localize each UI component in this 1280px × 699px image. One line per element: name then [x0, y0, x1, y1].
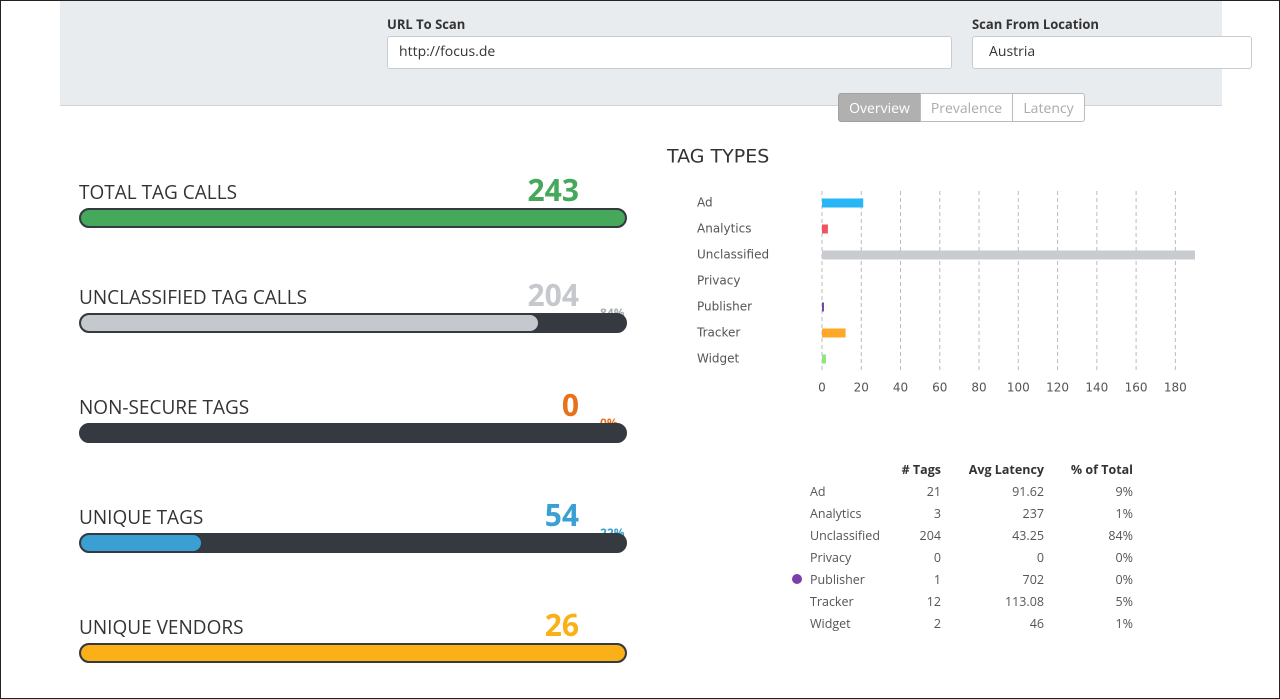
bar: [822, 328, 846, 338]
table-header: Avg Latency: [968, 461, 1044, 478]
stat-label: TOTAL TAG CALLS: [79, 179, 238, 205]
table-cell: 3: [933, 505, 941, 522]
x-tick-label: 100: [1007, 381, 1030, 395]
x-tick-label: 20: [854, 381, 869, 395]
table-cell: 702: [1022, 571, 1044, 588]
table-cell: 1%: [1115, 505, 1133, 522]
y-tick-label: Privacy: [697, 274, 740, 288]
x-tick-label: 140: [1085, 381, 1108, 395]
tab[interactable]: Overview: [838, 93, 921, 122]
location-select[interactable]: Austria: [972, 36, 1252, 69]
chart-title: TAG TYPES: [666, 146, 769, 168]
stat-label: UNCLASSIFIED TAG CALLS: [79, 284, 308, 310]
url-label: URL To Scan: [387, 15, 466, 33]
table-cell: 204: [919, 527, 941, 544]
stat-value: 0: [561, 384, 579, 425]
table-cell: 1%: [1115, 615, 1133, 632]
table-cell: 2: [933, 615, 941, 632]
tab[interactable]: Prevalence: [920, 93, 1013, 122]
table-header: # Tags: [901, 461, 941, 478]
location-label: Scan From Location: [972, 15, 1099, 33]
stat-value: 243: [527, 169, 579, 210]
stat-label: NON-SECURE TAGS: [79, 394, 250, 420]
table-cell: 113.08: [1004, 593, 1044, 610]
table-cell: 46: [1029, 615, 1044, 632]
x-tick-label: 0: [818, 381, 826, 395]
x-tick-label: 40: [893, 381, 908, 395]
x-tick-label: 80: [971, 381, 986, 395]
stat-label: UNIQUE TAGS: [79, 504, 204, 530]
x-tick-label: 60: [932, 381, 947, 395]
stat-bar-fill: [81, 210, 625, 226]
table-cell: 21: [926, 483, 941, 500]
stat-bar-fill: [81, 315, 538, 331]
bar: [822, 198, 864, 208]
bar: [822, 224, 828, 234]
stat-bar: [79, 208, 627, 228]
y-tick-label: Widget: [697, 352, 740, 366]
table-cell: Privacy: [810, 549, 852, 566]
table-cell: 43.25: [1012, 527, 1044, 544]
stat-bar-fill: [81, 645, 625, 661]
tab[interactable]: Latency: [1012, 93, 1085, 122]
bar: [822, 354, 826, 364]
table-cell: 0: [1036, 549, 1044, 566]
table-cell: Widget: [810, 615, 851, 632]
y-tick-label: Tracker: [696, 326, 740, 340]
x-tick-label: 120: [1046, 381, 1069, 395]
table-cell: 237: [1022, 505, 1044, 522]
table-cell: Ad: [810, 483, 826, 500]
x-tick-label: 160: [1125, 381, 1148, 395]
stat-value: 204: [527, 274, 579, 315]
x-tick-label: 180: [1164, 381, 1187, 395]
stat-value: 26: [544, 604, 579, 645]
url-input[interactable]: http://focus.de: [387, 36, 952, 69]
tag-types-chart: TAG TYPES 0 20 40 60 80 100 120 140 160 180 Ad Anal…: [666, 146, 1195, 395]
table-cell: 1: [933, 571, 941, 588]
table-cell: 9%: [1115, 483, 1133, 500]
table-cell: 0%: [1115, 571, 1133, 588]
table-cell: 0%: [1115, 549, 1133, 566]
stat-label: UNIQUE VENDORS: [79, 614, 244, 640]
stat-bar: [79, 313, 627, 333]
table-cell: 91.62: [1012, 483, 1044, 500]
stat-bar: [79, 423, 627, 443]
row-indicator: [792, 574, 802, 584]
table-header: % of Total: [1070, 461, 1133, 478]
table-cell: Unclassified: [810, 527, 880, 544]
y-tick-label: Analytics: [697, 222, 752, 236]
stat-bar: [79, 643, 627, 663]
y-tick-label: Ad: [697, 196, 713, 210]
table-cell: Analytics: [810, 505, 862, 522]
y-tick-label: Unclassified: [697, 248, 769, 262]
bar: [822, 250, 1195, 260]
table-cell: 5%: [1115, 593, 1133, 610]
table-cell: 84%: [1108, 527, 1133, 544]
y-tick-label: Publisher: [697, 300, 752, 314]
bar: [822, 302, 824, 312]
table-cell: 12: [926, 593, 941, 610]
stat-value: 54: [544, 494, 579, 535]
stat-bar-fill: [81, 535, 201, 551]
stat-bar: [79, 533, 627, 553]
table-cell: Publisher: [810, 571, 865, 588]
table-cell: Tracker: [810, 593, 854, 610]
table-cell: 0: [933, 549, 941, 566]
